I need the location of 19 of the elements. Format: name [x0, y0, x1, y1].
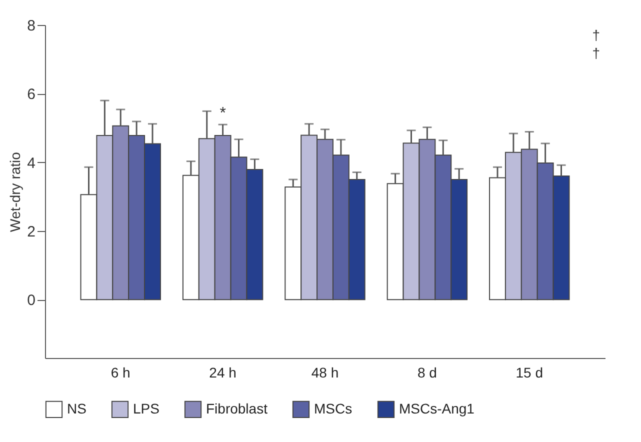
- x-tick-label: 24 h: [209, 364, 236, 380]
- legend-label: MSCs: [314, 400, 352, 416]
- x-tick-label: 48 h: [311, 364, 339, 380]
- x-tick-label: 15 d: [516, 364, 544, 380]
- legend-label: LPS: [133, 400, 160, 416]
- y-axis-title: Wet-dry ratio: [7, 152, 24, 232]
- legend-label: MSCs-Ang1: [399, 400, 475, 416]
- y-tick-label: 4: [27, 154, 36, 172]
- y-tick-label: 2: [27, 223, 36, 240]
- annotation: †: [592, 45, 600, 61]
- y-tick-label: 0: [27, 292, 36, 310]
- y-tick-label: 8: [27, 18, 36, 34]
- x-tick-label: 6 h: [110, 364, 130, 380]
- legend-label: Fibroblast: [206, 400, 268, 416]
- annotation: *: [220, 105, 226, 122]
- x-tick-label: 8 d: [417, 364, 437, 380]
- annotation: †: [592, 27, 600, 43]
- legend-label: NS: [67, 400, 86, 416]
- y-tick-label: 6: [27, 86, 36, 104]
